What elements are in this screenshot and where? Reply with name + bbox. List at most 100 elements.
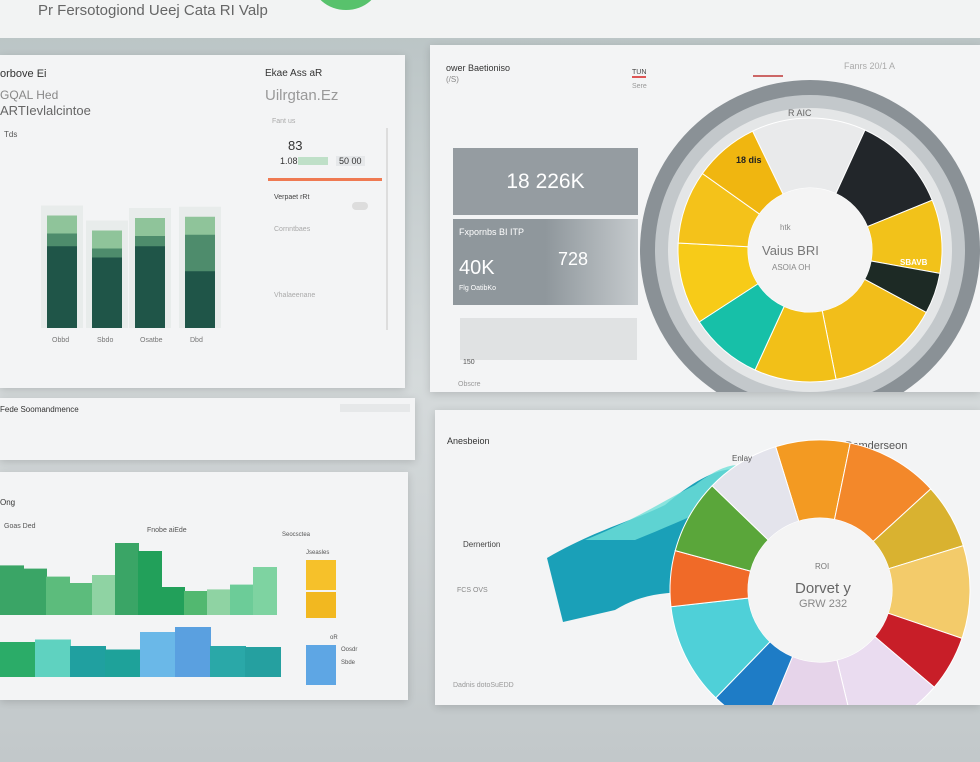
chart-label: FCS OVS [457,587,488,594]
divider [753,75,783,77]
legend-item: oR [330,635,338,641]
bar [210,646,246,677]
panel-title: Ong [0,498,16,507]
donut-center-label: Vaius BRI [762,243,819,258]
legend-item: Oosdr [341,647,358,653]
date-label: Fanrs 20/1 A [844,61,896,71]
donut-label: R AIC [788,108,812,118]
panel-caption: ARTIevlalcintoe [0,103,91,118]
mini-bar [298,157,328,165]
summary-panel: Fede Soomandmence [0,398,415,460]
kpi-value: 40K [459,257,495,279]
chart-label: Fnobe aiEde [147,527,187,534]
toggle[interactable] [352,202,368,210]
wave-label: Enlay [732,454,753,463]
side-title: Ekae Ass aR [265,68,323,79]
slice-label: SBAVB [900,258,928,267]
panel-header-bar [340,404,410,412]
kpi-card: Fxpornbs BI ITP 40K 728 Flg OatibKo [453,219,638,305]
bar-segment-base [92,257,122,328]
bar [0,565,24,615]
kpi-value-small: 1.08 [280,156,298,166]
donut-center-top: htk [780,223,791,232]
bar [0,642,36,677]
bar [46,576,70,615]
status-circle-icon [312,0,380,10]
donut-wave-panel: Anesbeion Pomderseon Dernertion FCS OVS … [435,410,980,705]
kpi-label: Fxpornbs BI ITP [459,227,525,237]
chart-label: Goas Ded [4,523,36,530]
bar-label: Dbd [190,337,203,344]
donut-chart [640,80,980,392]
bar [70,646,106,677]
bar [105,649,141,677]
bar [23,568,47,615]
bar [35,639,71,677]
chart-label: Seocsctea [282,532,311,538]
bar [161,587,185,615]
donut-center-sub: GRW 232 [799,598,848,610]
bar [175,627,211,677]
bar [230,584,254,615]
list-item: Verpaet rRt [274,194,310,201]
slice-label: 18 dis [736,155,762,165]
panel-footer: Obscre [458,381,481,388]
bar-label: Osatbe [140,337,163,344]
kpi-value: 18 226K [506,170,585,193]
bar-chart [0,543,336,685]
bar [92,575,116,615]
multi-bar-panel: Ong Goas Ded Fnobe aiEde Seocsctea Jseas… [0,472,408,700]
bar [184,591,208,615]
column-label: TUN [632,69,647,78]
bar-segment-base [185,271,215,328]
panel-title: Fede Soomandmence [0,405,79,414]
kpi-card: 18 226K [453,148,638,215]
bar-chart: Obbd Sbdo Osatbe Dbd [41,205,221,344]
bar-segment-base [47,246,77,328]
stacked-segment [306,645,336,685]
donut-center-top: ROI [815,562,830,571]
donut-hole [748,518,892,662]
list-item: Vhalaeenane [274,292,316,299]
kpi-donut-panel: ower Baetioniso (/S) TUN Sere Fanrs 20/1… [430,45,980,392]
bar [115,543,139,615]
bar-label: Sbdo [97,337,113,344]
side-heading: Uilrgtan.Ez [265,87,339,104]
bar [245,647,281,677]
app-title: Pr Fersotogiond Ueej Cata RI Valp [38,2,268,19]
side-small: Fant us [272,118,296,125]
bar [207,589,231,615]
kpi-value: 83 [288,138,303,153]
donut-center-sub: ASOIA OH [772,263,811,272]
kpi-side-value: 728 [558,249,589,269]
donut-chart [547,439,971,705]
panel-subtitle: (/S) [446,75,459,84]
stacked-segment [306,592,336,618]
stacked-segment [306,560,336,590]
kpi-card: 83 1.08 50 00 Verpaet rRt Cornntbaes Vha… [268,128,388,330]
bar [140,632,176,677]
bar [69,583,93,615]
panel-footer: Dadnis dotoSuEDD [453,682,514,689]
legend-item: Sbde [341,660,356,666]
bar-chart-panel: orbove Ei GQAL Hed ARTIevlalcintoe Tds O… [0,55,405,388]
legend-item: Jseasles [306,550,330,556]
progress-line [268,178,382,181]
column-sub: Sere [632,83,647,90]
axis-label: Tds [4,130,18,139]
kpi-footnote: 150 [463,359,475,366]
donut-center-label: Dorvet y [795,580,851,597]
top-bar: Pr Fersotogiond Ueej Cata RI Valp [0,0,980,38]
list-item: Cornntbaes [274,226,311,233]
donut-hole [748,188,872,312]
bar [253,567,277,615]
bar-segment-base [135,246,165,328]
panel-title: orbove Ei [0,68,47,80]
kpi-value-side: 50 00 [336,156,365,166]
panel-subtitle: GQAL Hed [0,88,59,102]
chart-label: Dernertion [463,540,501,549]
bar-label: Obbd [52,337,69,344]
wave-area-highlight [585,465,755,540]
kpi-placeholder [460,318,637,360]
kpi-sub: Flg OatibKo [459,285,496,292]
